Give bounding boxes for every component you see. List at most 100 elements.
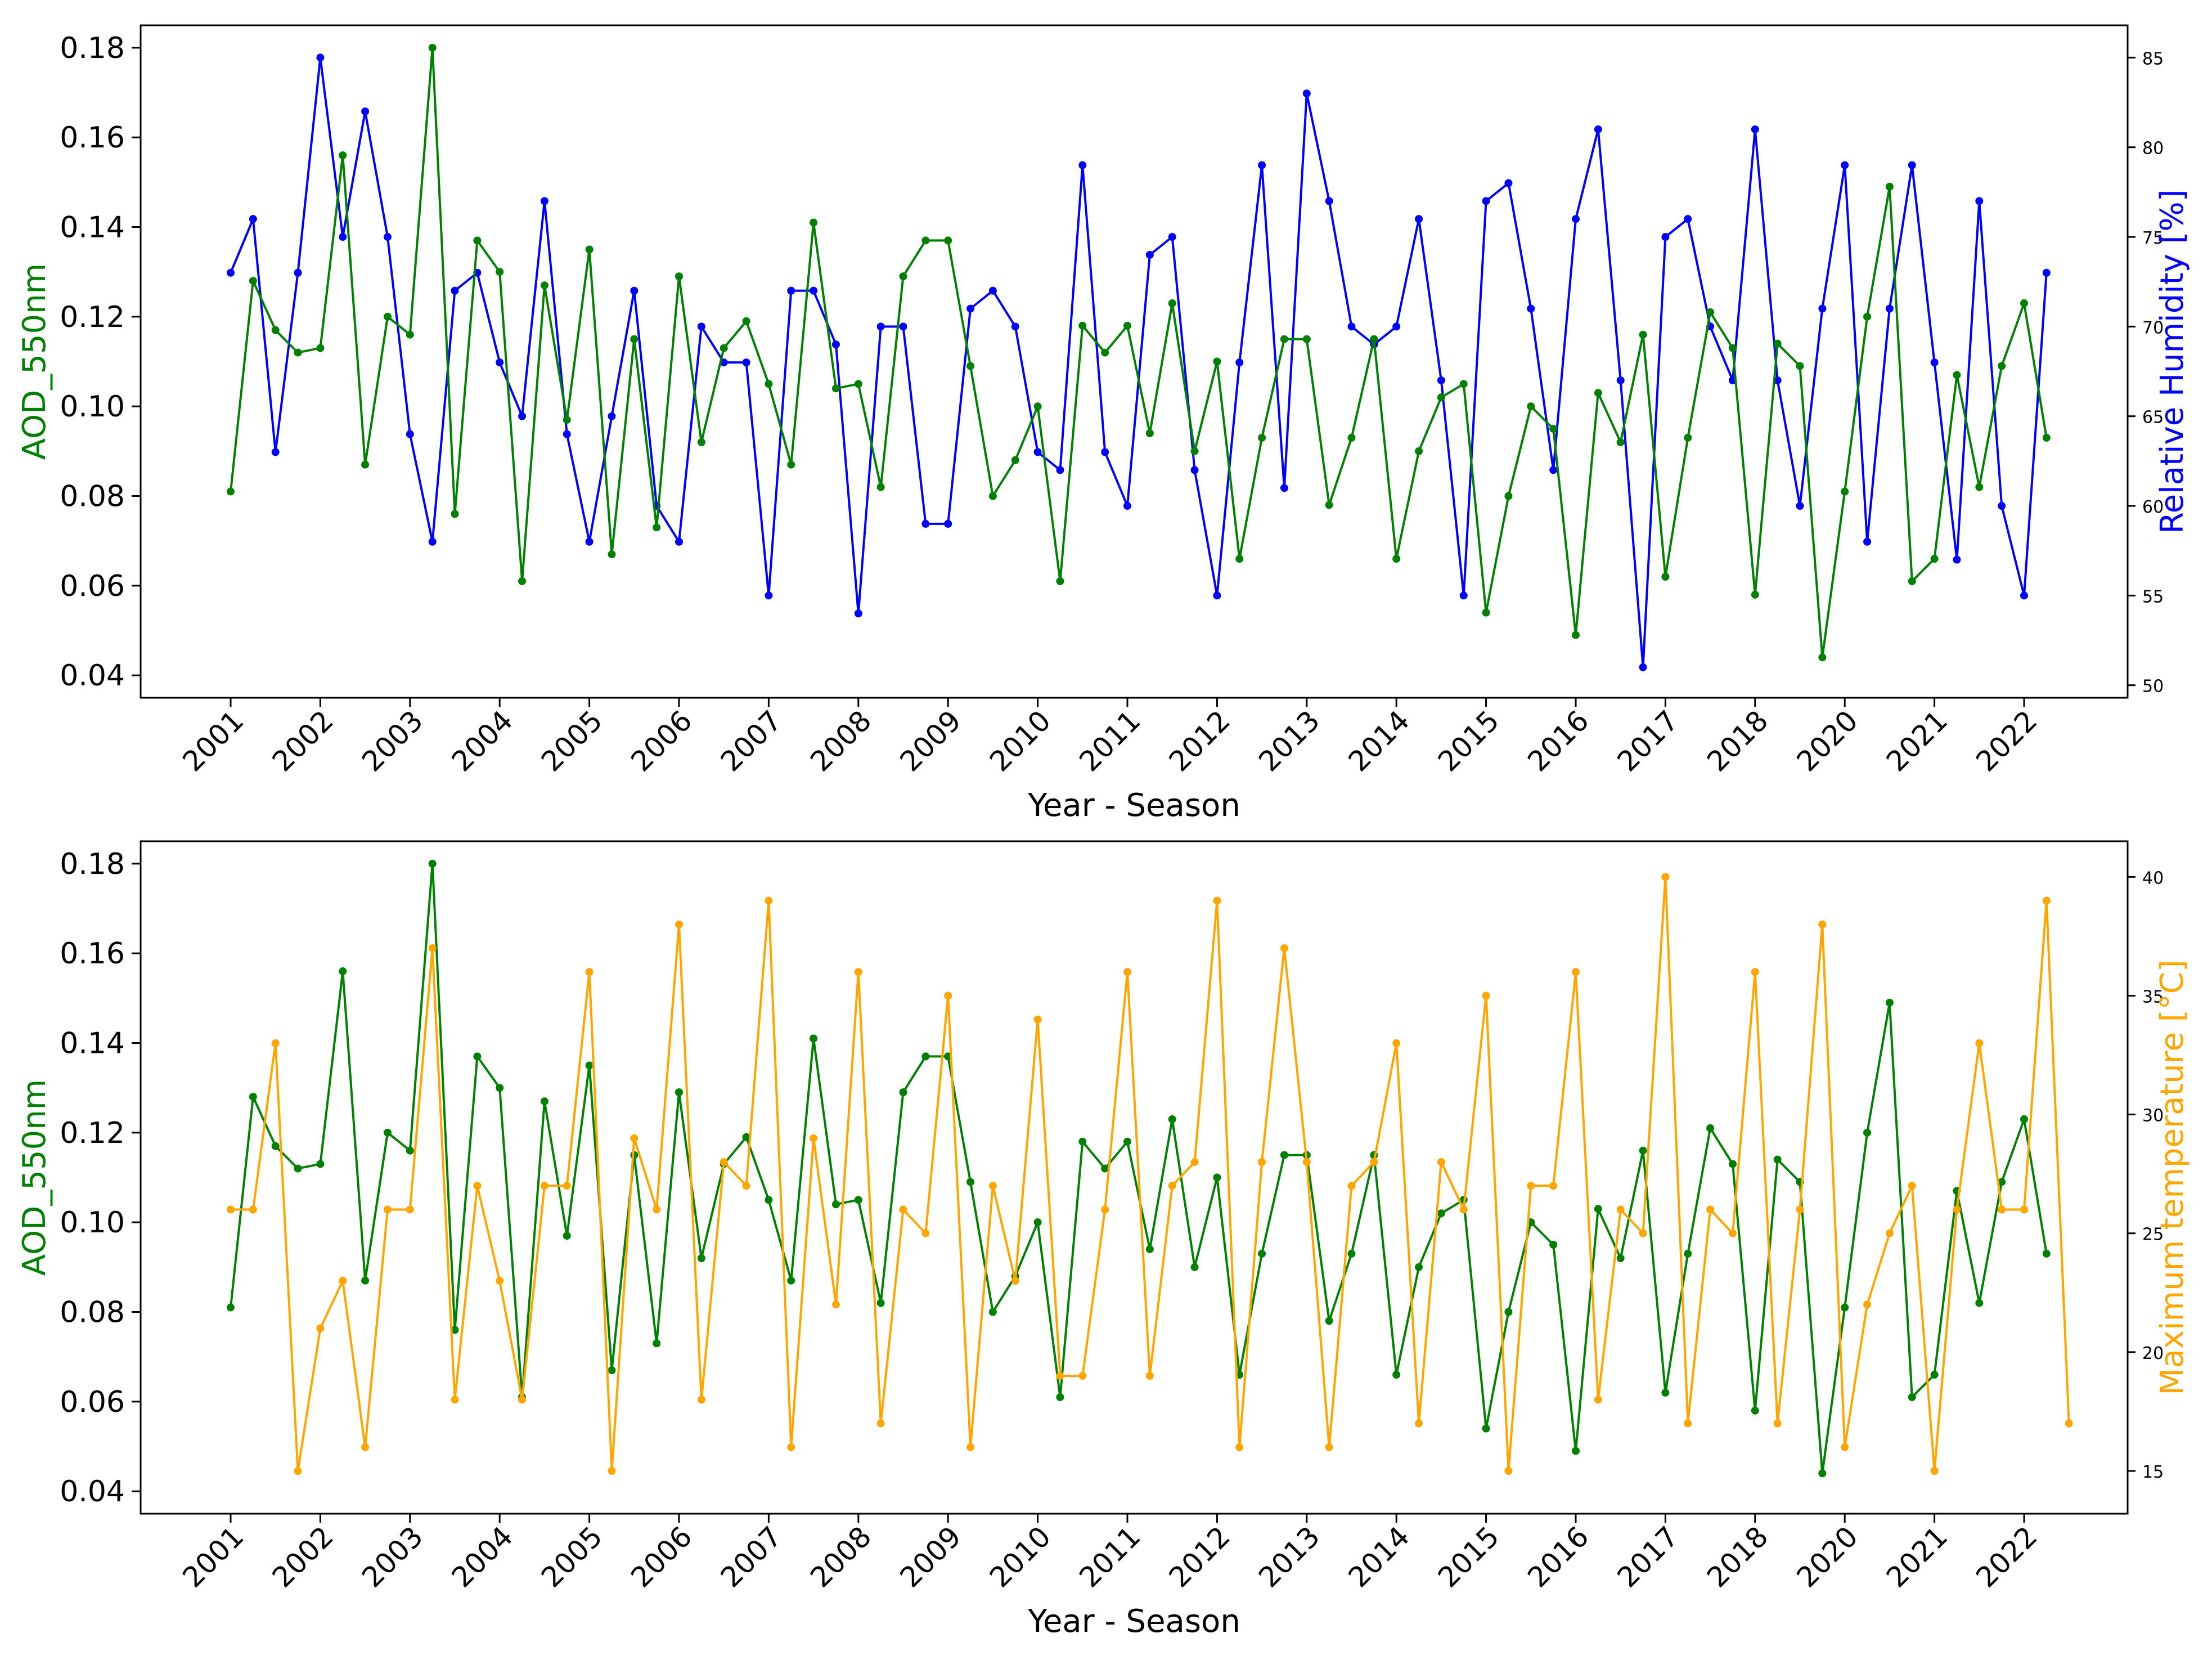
- x-tick-label: 2005: [535, 1520, 609, 1594]
- aod-point: [1930, 555, 1939, 563]
- x-tick-label: 2012: [1163, 1520, 1237, 1594]
- secondary-point: [563, 430, 571, 438]
- secondary-point: [1863, 1300, 1872, 1309]
- x-tick-label: 2006: [624, 1520, 698, 1594]
- aod-point: [339, 151, 347, 160]
- x-tick-label: 2015: [1432, 704, 1505, 778]
- secondary-point: [518, 412, 527, 420]
- secondary-point: [1190, 1158, 1199, 1167]
- aod-point: [1213, 357, 1221, 366]
- aod-point: [1908, 577, 1916, 585]
- x-axis-label: Year - Season: [1027, 787, 1240, 824]
- x-tick-label: 2007: [714, 704, 788, 778]
- x-tick-label: 2010: [983, 704, 1057, 778]
- secondary-point: [1975, 1039, 1984, 1047]
- secondary-point: [1818, 304, 1827, 313]
- secondary-point: [1661, 873, 1670, 881]
- x-tick-label: 2004: [446, 1520, 519, 1594]
- aod-point: [1751, 1406, 1759, 1415]
- secondary-point: [540, 197, 548, 205]
- secondary-point: [1930, 1466, 1939, 1475]
- secondary-point: [361, 1443, 370, 1451]
- aod-point: [2020, 1115, 2028, 1123]
- aod-point: [1773, 1155, 1782, 1164]
- aod-point: [1639, 330, 1647, 339]
- aod-point: [451, 510, 459, 518]
- aod-point: [854, 1196, 862, 1204]
- aod-point: [1706, 1124, 1715, 1132]
- secondary-point: [1504, 179, 1513, 187]
- y-left-tick-label: 0.06: [60, 1385, 125, 1419]
- y-left-tick-label: 0.14: [60, 211, 125, 245]
- x-tick-label: 2009: [894, 1520, 968, 1594]
- secondary-point: [563, 1182, 571, 1190]
- secondary-point: [921, 1229, 930, 1237]
- aod-point: [831, 1200, 840, 1209]
- aod-point: [1841, 1303, 1849, 1312]
- secondary-point: [966, 304, 975, 313]
- aod-point: [742, 317, 750, 325]
- secondary-point: [585, 968, 594, 976]
- aod-point: [249, 1093, 257, 1101]
- x-tick-label: 2015: [1432, 1520, 1505, 1594]
- secondary-point: [1123, 968, 1131, 976]
- secondary-point: [518, 1396, 527, 1404]
- secondary-point: [697, 322, 705, 331]
- secondary-point: [2020, 1205, 2028, 1214]
- plot-frame: [140, 24, 2129, 699]
- secondary-point: [2042, 268, 2051, 277]
- secondary-point: [1392, 1039, 1401, 1047]
- x-tick-label: 2016: [1521, 1520, 1595, 1594]
- secondary-point: [1101, 1205, 1109, 1214]
- secondary-point: [1347, 1182, 1356, 1190]
- aod-point: [1280, 335, 1288, 343]
- x-tick-label: 2014: [1342, 704, 1416, 778]
- secondary-point: [1325, 197, 1333, 205]
- secondary-point: [1684, 1419, 1692, 1428]
- aod-point: [988, 492, 997, 500]
- secondary-point: [361, 107, 370, 115]
- secondary-point: [1751, 125, 1759, 133]
- aod-point: [921, 236, 930, 245]
- aod-point: [1706, 308, 1715, 316]
- x-tick-label: 2022: [1970, 704, 2043, 778]
- secondary-point: [249, 1205, 257, 1214]
- y-right-tick-label: 50: [2142, 677, 2164, 697]
- secondary-point: [1011, 322, 1019, 331]
- aod-point: [876, 1299, 885, 1307]
- secondary-point: [1751, 968, 1759, 976]
- secondary-point: [765, 591, 773, 600]
- secondary-point: [765, 896, 773, 905]
- aod-point: [1773, 339, 1782, 348]
- secondary-point: [1549, 1182, 1558, 1190]
- secondary-point: [1863, 537, 1872, 546]
- secondary-point: [227, 268, 235, 277]
- secondary-point: [944, 519, 952, 528]
- aod-point: [1482, 608, 1490, 617]
- aod-point: [518, 577, 527, 585]
- secondary-point: [585, 537, 594, 546]
- secondary-point: [428, 537, 437, 546]
- x-tick-label: 2014: [1342, 1520, 1416, 1594]
- aod-point: [966, 362, 975, 370]
- secondary-point: [1459, 591, 1468, 600]
- x-tick-label: 2008: [804, 704, 878, 778]
- aod-point: [1033, 402, 1042, 411]
- secondary-point: [1572, 968, 1580, 976]
- secondary-point: [1482, 197, 1490, 205]
- secondary-point: [1056, 466, 1064, 474]
- aod-point: [383, 312, 392, 321]
- aod-point: [720, 344, 728, 352]
- y-right-tick-label: 60: [2142, 497, 2164, 517]
- aod-point: [1527, 402, 1535, 411]
- secondary-point: [383, 1205, 392, 1214]
- aod-point: [496, 1084, 504, 1092]
- secondary-point: [1885, 1229, 1894, 1237]
- secondary-point: [1527, 1182, 1535, 1190]
- secondary-point: [1258, 161, 1266, 169]
- aod-point: [585, 1061, 594, 1070]
- secondary-point: [1841, 1443, 1849, 1451]
- aod-point: [227, 487, 235, 496]
- secondary-point: [540, 1182, 548, 1190]
